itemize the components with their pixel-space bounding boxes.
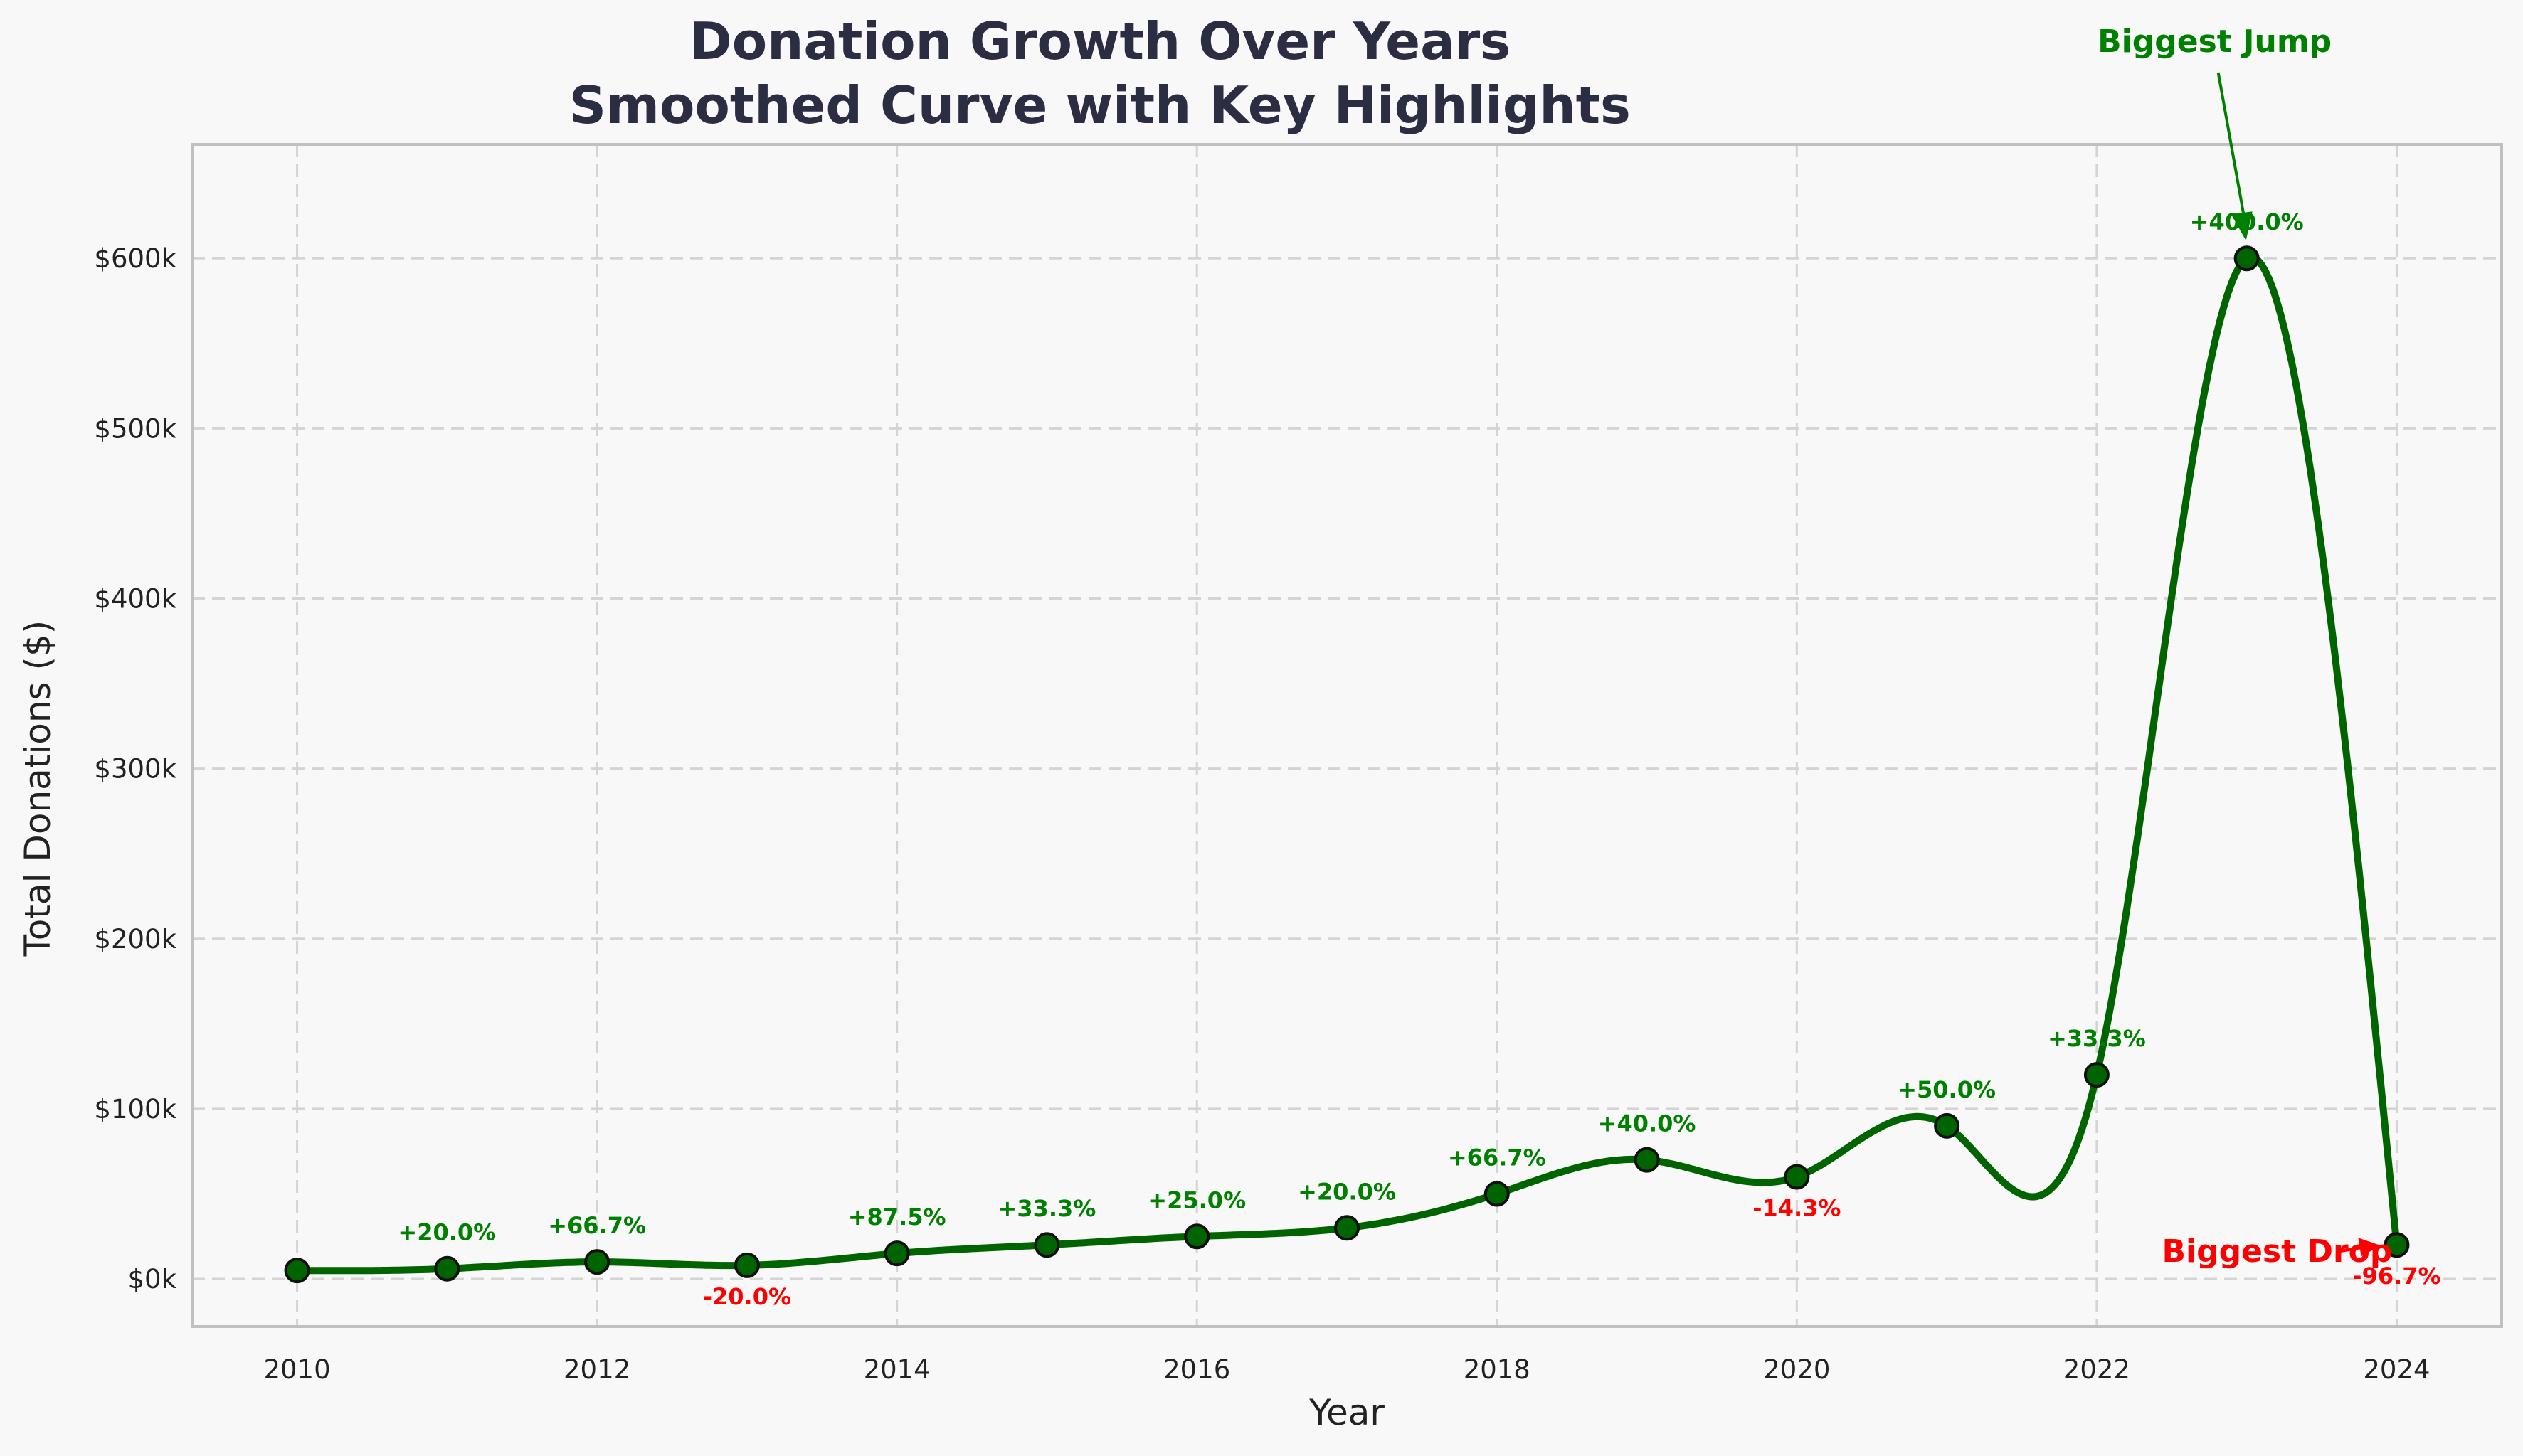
- x-tick-label: 2024: [2363, 1354, 2430, 1385]
- biggest-jump-annotation: Biggest Jump: [2098, 23, 2332, 60]
- x-tick-label: 2018: [1464, 1354, 1530, 1385]
- x-tick-label: 2012: [564, 1354, 630, 1385]
- biggest-drop-arrowhead: [2358, 1238, 2381, 1257]
- change-label: +20.0%: [1298, 1178, 1396, 1205]
- biggest-jump-arrow: [2216, 72, 2246, 216]
- data-point: [2083, 1062, 2110, 1088]
- y-tick-label: $600k: [94, 243, 176, 274]
- change-label: +66.7%: [548, 1212, 646, 1239]
- x-tick-label: 2022: [2063, 1354, 2130, 1385]
- biggest-drop-arrow: [2339, 1246, 2361, 1253]
- x-tick-label: 2020: [1763, 1354, 1830, 1385]
- change-label: -20.0%: [703, 1283, 791, 1310]
- y-tick-labels: $0k $100k $200k $300k $400k $500k $600k: [94, 243, 176, 1295]
- data-point: [1934, 1112, 1960, 1139]
- y-tick-label: $400k: [94, 583, 176, 614]
- change-label: -96.7%: [2352, 1263, 2440, 1290]
- data-point: [2384, 1232, 2410, 1258]
- donation-curve: [293, 253, 2401, 1275]
- x-tick-label: 2010: [263, 1354, 330, 1385]
- change-label: +20.0%: [398, 1219, 496, 1246]
- x-tick-labels: 2010 2012 2014 2016 2018 2020 2022 2024: [263, 1354, 2430, 1385]
- x-axis-label: Year: [1308, 1392, 1385, 1433]
- change-label: +66.7%: [1448, 1144, 1546, 1171]
- change-label: +40.0%: [1598, 1110, 1696, 1137]
- x-tick-label: 2014: [864, 1354, 931, 1385]
- y-tick-label: $300k: [94, 754, 176, 785]
- chart-title: Donation Growth Over Years: [689, 11, 1511, 71]
- change-labels: +20.0% +66.7% -20.0% +87.5% +33.3% +25.0% +20.…: [398, 208, 2440, 1310]
- data-points: [284, 245, 2410, 1284]
- data-point: [2233, 245, 2260, 272]
- y-tick-label: $200k: [94, 924, 176, 955]
- change-label: +50.0%: [1898, 1076, 1996, 1103]
- data-point: [1784, 1164, 1810, 1190]
- change-label: -14.3%: [1752, 1195, 1841, 1222]
- data-point: [1634, 1147, 1660, 1173]
- grid-lines: [192, 144, 2502, 1327]
- data-point: [584, 1249, 610, 1275]
- data-point: [1034, 1232, 1060, 1258]
- biggest-jump-arrowhead: [2231, 211, 2253, 241]
- data-point: [434, 1255, 460, 1282]
- y-tick-label: $500k: [94, 413, 176, 444]
- data-point: [734, 1252, 760, 1278]
- change-label: +33.3%: [998, 1195, 1096, 1222]
- y-axis-label: Total Donations ($): [17, 620, 58, 957]
- data-point: [1334, 1215, 1360, 1241]
- biggest-drop-annotation: Biggest Drop: [2162, 1233, 2392, 1270]
- chart-subtitle: Smoothed Curve with Key Highlights: [569, 75, 1631, 135]
- change-label: +25.0%: [1148, 1186, 1246, 1213]
- x-tick-label: 2016: [1163, 1354, 1230, 1385]
- data-point: [1483, 1181, 1510, 1207]
- y-tick-label: $100k: [94, 1094, 176, 1125]
- change-label: +87.5%: [848, 1203, 946, 1231]
- y-tick-label: $0k: [127, 1264, 176, 1295]
- data-point: [884, 1240, 910, 1267]
- plot-frame: [191, 143, 2503, 1328]
- data-point: [284, 1258, 310, 1284]
- data-point: [1184, 1223, 1210, 1250]
- change-label: +33.3%: [2048, 1025, 2146, 1052]
